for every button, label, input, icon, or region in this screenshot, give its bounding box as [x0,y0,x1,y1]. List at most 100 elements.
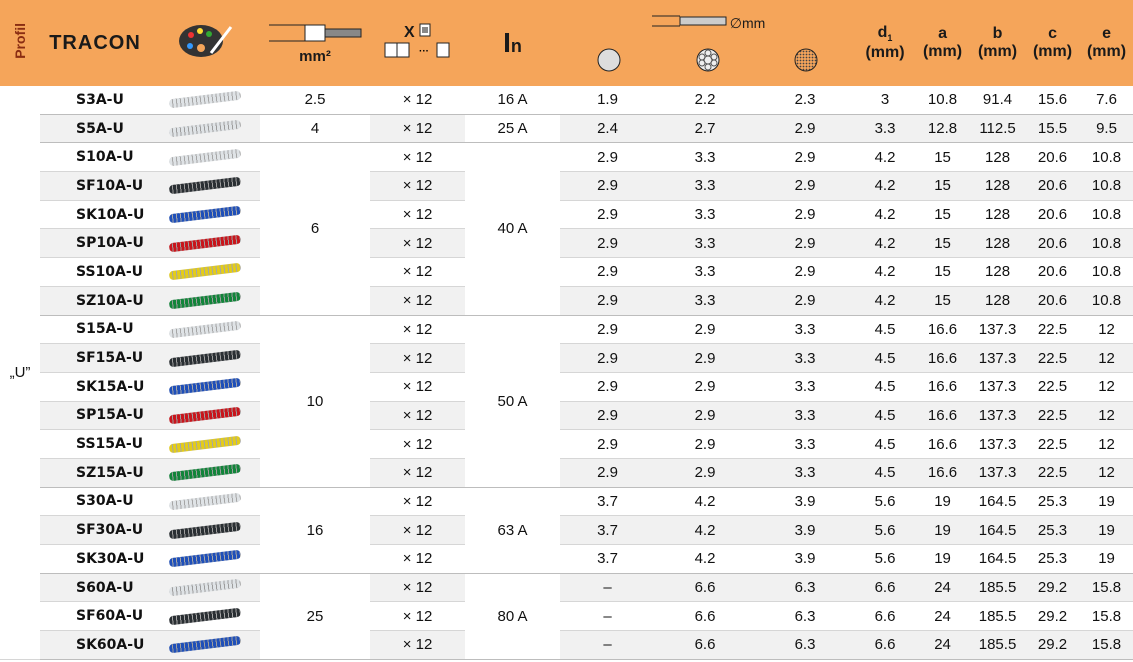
a-cell: 16.6 [915,429,971,459]
connector-strip [168,90,242,109]
d-fine-cell: 3.3 [755,372,856,402]
palette-icon [150,0,260,86]
e-label: e [1102,25,1111,42]
d-fine-cell: 6.3 [755,573,856,603]
d-solid-cell: 3.7 [560,544,655,574]
c-cell: 20.6 [1025,228,1081,259]
d-solid-cell: 2.9 [560,401,655,431]
table-row: SP10A-U × 12 2.9 3.3 2.9 4.2 15 128 20.6 10.8 [0,228,1133,259]
table-row: S30A-U 16 × 12 63 A 3.7 4.2 3.9 5.6 19 164.5 25.3 1… [0,487,1133,574]
strip-cell [150,429,260,459]
count-cell: × 12 [370,200,465,230]
d-fine-cell: 3.3 [755,429,856,459]
type-cell: SS15A-U [40,429,150,459]
d1-header: d1 (mm) [855,0,916,86]
count-cell: × 12 [370,573,465,603]
e-cell: 19 [1080,515,1133,545]
e-cell: 19 [1080,487,1133,517]
count-cell: × 12 [370,458,465,488]
count-cell: × 12 [370,257,465,287]
d-solid-cell: 2.9 [560,257,655,287]
count-cell: × 12 [370,544,465,574]
section-cell: 10 [260,315,370,488]
section-cell: 6 [260,142,370,316]
connector-strip [168,349,242,367]
strip-cell [150,544,260,574]
connector-strip [168,578,242,597]
count-cell: × 12 [370,228,465,259]
d1-cell: 4.5 [855,458,916,488]
type-cell: SF15A-U [40,343,150,373]
d-fine-cell: 3.3 [755,401,856,431]
d-solid-cell: 2.9 [560,228,655,259]
b-cell: 185.5 [970,601,1026,632]
strip-cell [150,630,260,660]
e-cell: 10.8 [1080,286,1133,316]
b-cell: 137.3 [970,458,1026,488]
a-cell: 15 [915,286,971,316]
fine-icon [794,48,818,71]
strip-cell [150,343,260,373]
c-label: c [1048,25,1057,42]
strip-cell [150,315,260,345]
strip-cell [150,286,260,316]
connector-strip [168,205,242,224]
current-cell: 63 A [465,487,560,574]
connector-strip [168,521,242,540]
table-row: SF60A-U × 12–6.6 6.3 6.6 24 185.5 29.2 15.8 [0,601,1133,632]
c-cell: 29.2 [1025,573,1081,603]
d-stranded-cell: 4.2 [655,544,755,574]
d-stranded-cell: 3.3 [655,228,755,259]
d-fine-cell: 2.9 [755,142,856,173]
d1-unit: (mm) [865,43,905,61]
table-row: SZ15A-U × 12 2.9 2.9 3.3 4.5 16.6 137.3 22.5 12 [0,458,1133,488]
strip-cell [150,228,260,259]
d-stranded-cell: 2.9 [655,401,755,431]
e-cell: 10.8 [1080,228,1133,259]
b-cell: 185.5 [970,573,1026,603]
table-row: SF30A-U × 12 3.7 4.2 3.9 5.6 19 164.5 25.3 19 [0,515,1133,545]
strip-cell [150,458,260,488]
e-cell: 10.8 [1080,200,1133,230]
b-cell: 137.3 [970,372,1026,402]
type-cell: S30A-U [40,487,150,517]
count-cell: × 12 [370,171,465,201]
a-header: a (mm) [915,0,971,86]
e-cell: 12 [1080,458,1133,488]
d1-cell: 6.6 [855,601,916,632]
d-solid-cell: 2.9 [560,200,655,230]
e-cell: 10.8 [1080,257,1133,287]
d-stranded-cell: 2.9 [655,372,755,402]
c-cell: 20.6 [1025,257,1081,287]
type-cell: SP15A-U [40,401,150,431]
b-cell: 164.5 [970,515,1026,545]
table-body: „U” S3A-U 2.5 × 12 16 A 1.9 2.2 2.3 3 10.8 91.4 15.… [0,86,1133,660]
d-fine-cell: 3.3 [755,315,856,345]
d1-cell: 4.5 [855,315,916,345]
d1-cell: 6.6 [855,630,916,660]
c-cell: 25.3 [1025,544,1081,574]
connector-strip [168,492,242,511]
a-cell: 24 [915,601,971,632]
connector-strip [168,463,242,482]
d-fine-cell: 3.9 [755,487,856,517]
e-header: e (mm) [1080,0,1133,86]
d1-cell: 4.2 [855,142,916,173]
d-fine-cell: 3.9 [755,515,856,545]
type-cell: SZ10A-U [40,286,150,316]
a-cell: 16.6 [915,315,971,345]
e-cell: 15.8 [1080,630,1133,660]
b-cell: 128 [970,200,1026,230]
strip-cell [150,86,260,115]
connector-strip [168,234,242,253]
strip-cell [150,515,260,545]
current-cell: 25 A [465,114,560,144]
section-cell: 4 [260,114,370,144]
current-cell: 80 A [465,573,560,660]
wire-icon [269,24,362,41]
b-cell: 128 [970,228,1026,259]
c-cell: 15.5 [1025,114,1081,144]
d-stranded-cell: 4.2 [655,487,755,517]
d-stranded-cell: 4.2 [655,515,755,545]
strip-cell [150,573,260,603]
